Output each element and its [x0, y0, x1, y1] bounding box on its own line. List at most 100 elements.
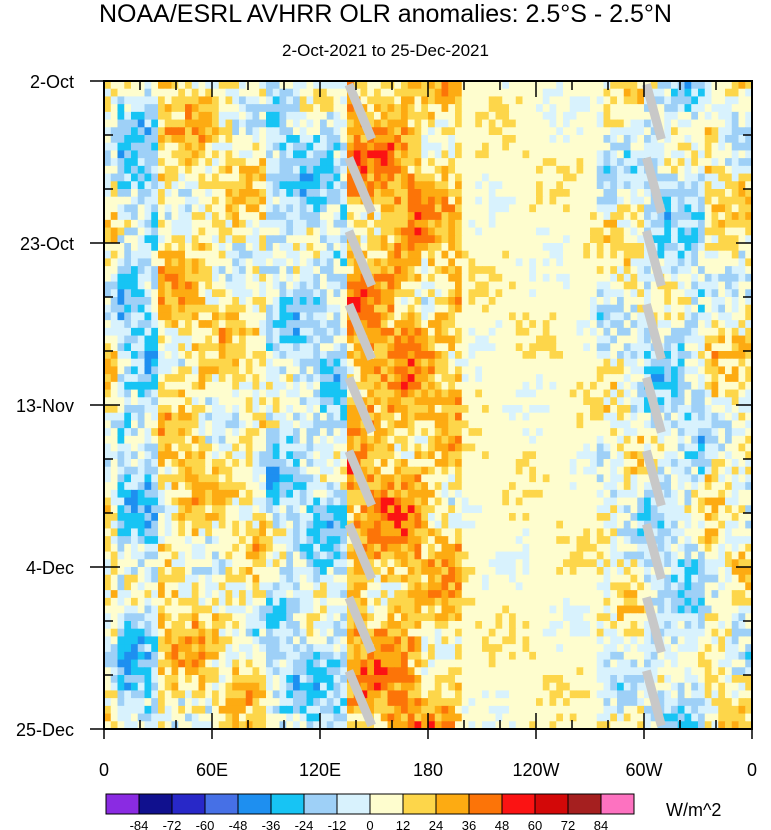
heatmap-cell	[158, 304, 166, 314]
heatmap-cell	[421, 165, 429, 175]
heatmap-cell	[515, 104, 524, 113]
heatmap-cell	[232, 104, 240, 113]
heatmap-cell	[637, 88, 645, 98]
heatmap-cell	[542, 273, 551, 283]
heatmap-cell	[131, 119, 139, 128]
heatmap-cell	[428, 88, 436, 98]
heatmap-cell	[117, 219, 125, 229]
heatmap-cell	[353, 142, 362, 152]
heatmap-cell	[387, 227, 395, 236]
heatmap-cell	[151, 428, 159, 437]
heatmap-cell	[191, 459, 200, 468]
heatmap-cell	[630, 142, 638, 152]
heatmap-cell	[596, 327, 605, 337]
heatmap-cell	[461, 451, 470, 460]
heatmap-cell	[630, 405, 638, 414]
heatmap-cell	[731, 266, 740, 275]
heatmap-cell	[104, 250, 112, 260]
heatmap-cell	[191, 351, 200, 360]
heatmap-cell	[272, 374, 281, 383]
heatmap-cell	[650, 358, 659, 368]
heatmap-cell	[691, 389, 699, 398]
heatmap-cell	[272, 420, 281, 429]
heatmap-cell	[428, 189, 436, 198]
heatmap-cell	[218, 335, 227, 344]
heatmap-cell	[421, 428, 429, 437]
heatmap-cell	[569, 119, 578, 128]
heatmap-cell	[245, 212, 254, 221]
heatmap-cell	[529, 358, 537, 368]
heatmap-cell	[394, 428, 402, 437]
heatmap-cell	[623, 304, 632, 314]
heatmap-cell	[738, 466, 746, 476]
heatmap-cell	[259, 381, 267, 391]
heatmap-cell	[347, 219, 355, 229]
heatmap-cell	[185, 466, 193, 476]
heatmap-cell	[367, 289, 375, 298]
heatmap-cell	[313, 351, 321, 360]
heatmap-cell	[671, 381, 679, 391]
heatmap-cell	[131, 173, 139, 182]
heatmap-cell	[536, 189, 544, 198]
heatmap-cell	[495, 88, 503, 98]
heatmap-cell	[509, 142, 517, 152]
heatmap-cell	[704, 158, 713, 167]
heatmap-cell	[245, 189, 254, 198]
heatmap-cell	[684, 189, 692, 198]
heatmap-cell	[137, 88, 146, 98]
heatmap-cell	[326, 227, 335, 236]
heatmap-cell	[637, 335, 645, 344]
heatmap-cell	[617, 250, 625, 260]
heatmap-cell	[549, 196, 557, 206]
heatmap-cell	[347, 366, 355, 375]
heatmap-cell	[502, 273, 510, 283]
heatmap-cell	[549, 443, 557, 452]
heatmap-cell	[455, 196, 463, 206]
heatmap-cell	[306, 96, 314, 105]
heatmap-cell	[677, 181, 686, 190]
heatmap-cell	[306, 320, 314, 329]
heatmap-cell	[542, 196, 551, 206]
heatmap-cell	[718, 358, 726, 368]
heatmap-cell	[529, 304, 537, 314]
heatmap-cell	[509, 227, 517, 236]
heatmap-cell	[671, 135, 679, 144]
heatmap-cell	[239, 351, 247, 360]
heatmap-cell	[691, 181, 699, 190]
heatmap-cell	[293, 466, 301, 476]
heatmap-cell	[286, 158, 294, 167]
heatmap-cell	[590, 304, 598, 314]
heatmap-cell	[529, 235, 537, 244]
heatmap-cell	[225, 81, 233, 90]
heatmap-cell	[677, 474, 686, 483]
heatmap-cell	[590, 312, 598, 321]
heatmap-cell	[617, 443, 625, 452]
heatmap-cell	[644, 351, 652, 360]
heatmap-cell	[603, 428, 611, 437]
heatmap-cell	[151, 158, 159, 167]
heatmap-cell	[320, 381, 328, 391]
heatmap-cell	[684, 158, 692, 167]
heatmap-cell	[623, 88, 632, 98]
heatmap-cell	[313, 412, 321, 422]
heatmap-cell	[245, 127, 254, 136]
heatmap-cell	[623, 343, 632, 352]
heatmap-cell	[515, 451, 524, 460]
heatmap-cell	[448, 358, 456, 368]
heatmap-cell	[590, 173, 598, 182]
heatmap-cell	[468, 459, 476, 468]
heatmap-cell	[738, 281, 746, 290]
heatmap-cell	[117, 428, 125, 437]
heatmap-cell	[617, 227, 625, 236]
heatmap-cell	[428, 343, 436, 352]
heatmap-cell	[583, 381, 591, 391]
heatmap-cell	[198, 335, 206, 344]
heatmap-cell	[475, 127, 483, 136]
heatmap-cell	[549, 397, 557, 406]
heatmap-cell	[529, 104, 537, 113]
heatmap-cell	[603, 104, 611, 113]
heatmap-cell	[387, 127, 395, 136]
heatmap-cell	[117, 335, 125, 344]
heatmap-cell	[475, 466, 483, 476]
heatmap-cell	[340, 327, 348, 337]
